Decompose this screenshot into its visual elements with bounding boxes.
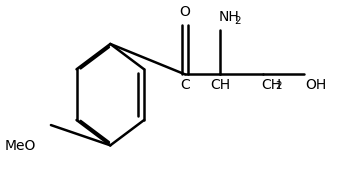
Text: NH: NH	[218, 10, 239, 24]
Text: CH: CH	[210, 78, 230, 92]
Text: OH: OH	[305, 78, 327, 92]
Text: 2: 2	[234, 16, 241, 26]
Text: 2: 2	[275, 81, 282, 91]
Text: MeO: MeO	[4, 139, 36, 153]
Text: O: O	[180, 5, 190, 19]
Text: CH: CH	[261, 78, 281, 92]
Text: C: C	[180, 78, 190, 92]
